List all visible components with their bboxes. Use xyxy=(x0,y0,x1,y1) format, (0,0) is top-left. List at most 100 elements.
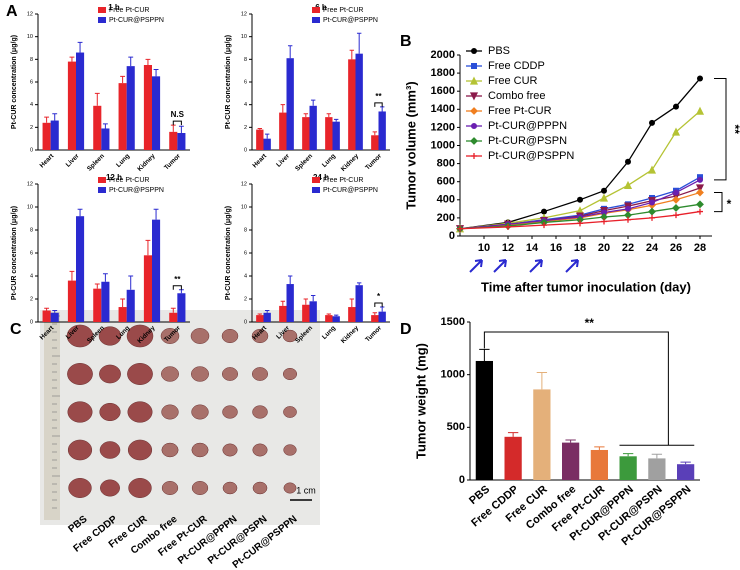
bar xyxy=(302,117,310,150)
bar xyxy=(93,105,102,150)
y-tick-label: 1400 xyxy=(431,103,455,115)
y-tick-label: 6 xyxy=(244,250,247,256)
tumor xyxy=(191,442,209,458)
y-tick-label: 12 xyxy=(27,181,33,187)
bar xyxy=(286,284,294,322)
y-tick-label: 2 xyxy=(30,296,33,302)
error-bar xyxy=(94,283,100,289)
panel-label: D xyxy=(400,321,412,338)
error-bar xyxy=(69,56,75,62)
error-bar xyxy=(69,270,75,281)
x-tick-label: Tumor xyxy=(364,152,383,171)
x-tick-label: Liver xyxy=(65,152,81,168)
bar xyxy=(152,219,161,322)
error-bar xyxy=(349,298,355,308)
y-tick-label: 8 xyxy=(244,227,247,233)
tumor xyxy=(283,444,297,456)
error-bar xyxy=(565,439,576,443)
tumor xyxy=(160,328,180,344)
bar xyxy=(533,389,551,480)
legend-swatch xyxy=(312,187,320,193)
error-bar xyxy=(680,461,691,465)
bar xyxy=(348,307,356,322)
legend-label: Free Pt-CUR xyxy=(323,7,363,14)
error-bar xyxy=(264,133,270,139)
bar xyxy=(332,316,340,322)
y-axis-label: Pt-CUR concentration (μg/g) xyxy=(225,35,232,129)
bar xyxy=(42,310,51,322)
error-bar xyxy=(153,208,159,220)
error-bar xyxy=(153,69,159,77)
bar xyxy=(504,436,522,480)
significance-label: * xyxy=(727,197,732,211)
x-tick-label: Lung xyxy=(321,325,337,341)
legend-swatch xyxy=(98,7,106,13)
point xyxy=(505,223,511,230)
y-axis-label: Tumor weight (mg) xyxy=(413,343,428,459)
y-tick-label: 2 xyxy=(30,125,33,131)
x-tick-label: 10 xyxy=(478,242,490,254)
bar xyxy=(67,280,76,322)
error-bar xyxy=(102,273,108,282)
bar xyxy=(93,288,102,322)
tumor xyxy=(282,329,298,343)
error-bar xyxy=(349,49,355,60)
y-tick-label: 12 xyxy=(241,181,247,187)
y-tick-label: 12 xyxy=(27,11,33,17)
scale-bar-label: 1 cm xyxy=(296,485,316,495)
error-bar xyxy=(507,432,519,437)
point xyxy=(601,218,607,225)
significance-bracket xyxy=(374,102,383,107)
bar xyxy=(286,58,294,151)
error-bar xyxy=(178,289,184,294)
y-tick-label: 500 xyxy=(447,421,465,433)
tumor xyxy=(126,324,154,348)
legend-marker xyxy=(471,48,477,54)
point xyxy=(541,208,547,215)
y-tick-label: 10 xyxy=(27,34,33,40)
bar xyxy=(50,120,59,150)
error-bar xyxy=(333,314,339,317)
error-bar xyxy=(128,275,134,290)
legend-swatch xyxy=(98,187,106,193)
point xyxy=(601,209,607,216)
y-tick-label: 1800 xyxy=(431,67,455,79)
bar xyxy=(355,285,363,322)
significance-label: ** xyxy=(728,125,740,135)
x-tick-label: Liver xyxy=(275,152,291,168)
error-bar xyxy=(257,127,263,130)
x-tick-label: 14 xyxy=(526,242,539,254)
x-tick-label: Tumor xyxy=(364,324,383,343)
bar xyxy=(67,61,76,150)
error-bar xyxy=(52,113,58,121)
x-tick-label: Heart xyxy=(39,152,56,169)
error-bar xyxy=(77,208,83,217)
bar xyxy=(332,121,340,150)
bar xyxy=(325,315,333,322)
tumor xyxy=(161,481,179,495)
x-axis-label: Time after tumor inoculation (day) xyxy=(481,279,691,294)
tumor xyxy=(68,478,92,498)
chart-title: 12 h xyxy=(106,173,122,182)
point xyxy=(696,200,704,209)
legend-swatch xyxy=(312,17,320,23)
legend-label: Free Pt-CUR xyxy=(109,177,149,184)
x-tick-label: Heart xyxy=(251,152,268,169)
point xyxy=(649,119,655,126)
error-bar xyxy=(303,113,309,118)
error-bar xyxy=(310,295,316,302)
x-tick-label: 16 xyxy=(550,242,562,254)
bar xyxy=(143,65,152,150)
bar xyxy=(169,131,178,150)
significance-bracket xyxy=(714,78,727,181)
point xyxy=(695,184,705,193)
error-bar xyxy=(594,446,605,450)
y-axis-label: Pt-CUR concentration (μg/g) xyxy=(225,206,232,300)
x-tick-label: 28 xyxy=(694,242,706,254)
legend-label: Free Pt-CUR xyxy=(323,177,363,184)
x-tick-label: 12 xyxy=(502,242,514,254)
error-bar xyxy=(326,313,332,316)
tumor xyxy=(67,439,93,461)
x-tick-label: 22 xyxy=(622,242,634,254)
point xyxy=(695,106,705,115)
